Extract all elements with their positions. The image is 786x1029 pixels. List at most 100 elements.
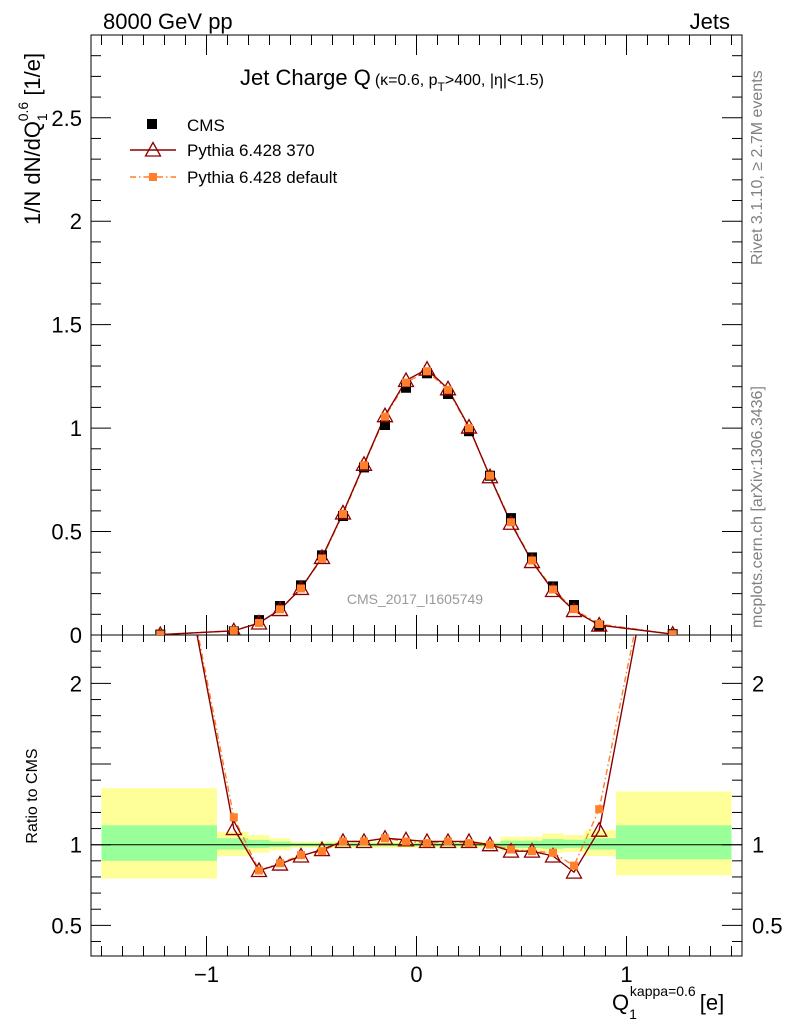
- ratio-pdefault-point-3: [276, 859, 284, 868]
- y-ratio-tick-label-right-1: 1: [752, 833, 764, 858]
- pdefault-point-14: [507, 518, 515, 527]
- y-ratio-tick-label-left-0: 0.5: [51, 913, 82, 938]
- title-sub: (κ=0.6, p: [375, 72, 438, 89]
- mcplots-url-text: mcplots.cern.ch [arXiv:1306.3436]: [749, 386, 766, 628]
- legend-marker-pdefault: [149, 173, 157, 181]
- ratio-uncertainty-bands: [101, 788, 732, 879]
- y-ratio-tick-label-left-2: 2: [70, 671, 82, 696]
- legend: CMS Pythia 6.428 370 Pythia 6.428 defaul…: [130, 116, 338, 187]
- pdefault-point-4: [297, 584, 305, 593]
- pdefault-point-15: [528, 556, 536, 565]
- x-label-sup: kappa=0.6: [630, 983, 696, 999]
- band-inner-9: [616, 825, 732, 860]
- y-main-tick-label-1: 0.5: [51, 520, 82, 545]
- legend-label-p370: Pythia 6.428 370: [187, 141, 315, 160]
- ratio-pdefault-point-17: [570, 861, 578, 870]
- ratio-pdefault-point-13: [486, 840, 494, 849]
- ratio-pdefault-point-12: [465, 839, 473, 848]
- title-sub-rest: >400, |η|<1.5): [445, 72, 544, 89]
- x-tick-label-1: 0: [410, 962, 422, 987]
- ratio-p370-point-18: [590, 821, 608, 837]
- ratio-p370-point-0: [153, 434, 168, 448]
- ratio-p370-point-19: [665, 434, 680, 448]
- cms-point-17: [569, 600, 579, 610]
- rivet-version-text: Rivet 3.1.10, ≥ 2.7M events: [749, 70, 766, 265]
- cms-point-9: [401, 382, 411, 393]
- pdefault-point-11: [444, 385, 452, 394]
- pdefault-point-18: [595, 620, 604, 629]
- ratio-pdefault-point-14: [507, 845, 515, 854]
- y-label-sub: 1: [34, 113, 50, 121]
- x-label-unit: [e]: [700, 990, 724, 1015]
- title-sub-t: T: [438, 80, 446, 94]
- y-axis-label-main: 1/N dN/dQ10.6 [1/e]: [15, 53, 50, 225]
- header-right: Jets: [690, 9, 730, 34]
- axis-tick-labels: −1 0 1 0 0.5 1 1.5 2 2.5 0.5 0.5 1 1 2 2: [51, 106, 782, 987]
- ratio-pdefault-point-4: [297, 851, 305, 860]
- ratio-pdefault-point-9: [402, 837, 410, 846]
- analysis-watermark: CMS_2017_I1605749: [347, 591, 483, 607]
- header-left: 8000 GeV pp: [103, 9, 233, 34]
- pdefault-point-13: [486, 471, 494, 480]
- legend-marker-cms: [147, 119, 157, 129]
- pdefault-point-19: [668, 630, 677, 635]
- ratio-pdefault-point-7: [360, 837, 368, 846]
- cms-point-11: [443, 388, 453, 399]
- ratio-pdefault-point-2: [255, 866, 263, 875]
- ratio-pdefault-point-10: [423, 839, 431, 848]
- y-label-base: 1/N dN/dQ: [20, 121, 45, 225]
- cms-point-14: [506, 513, 516, 524]
- band-inner-8: [584, 838, 616, 850]
- legend-label-cms: CMS: [187, 116, 225, 135]
- band-inner-0: [101, 825, 217, 861]
- pdefault-point-16: [549, 585, 557, 594]
- pdefault-point-10: [423, 367, 431, 376]
- ratio-pdefault-point-8: [381, 834, 389, 843]
- ratio-pdefault-point-15: [528, 847, 536, 856]
- pdefault-point-12: [465, 424, 473, 433]
- ratio-series-layer: [153, 434, 680, 879]
- x-tick-label-0: −1: [194, 962, 219, 987]
- y-main-tick-label-3: 1.5: [51, 313, 82, 338]
- x-axis-label: Q1 kappa=0.6 [e]: [612, 983, 724, 1022]
- legend-label-pdefault: Pythia 6.428 default: [187, 168, 338, 187]
- pdefault-point-0: [156, 630, 165, 635]
- ratio-pdefault-point-1: [229, 813, 238, 822]
- title-main: Jet Charge Q: [240, 65, 371, 90]
- ratio-pdefault-point-5: [318, 847, 326, 856]
- y-axis-label-ratio: Ratio to CMS: [24, 748, 41, 843]
- band-inner-7: [563, 839, 585, 848]
- pdefault-point-9: [402, 378, 410, 387]
- y-main-tick-label-2: 1: [70, 416, 82, 441]
- ratio-pdefault-point-0: [156, 437, 164, 445]
- y-label-sup: 0.6: [15, 102, 31, 122]
- y-main-tick-label-4: 2: [70, 209, 82, 234]
- y-ratio-tick-label-right-0: 0.5: [752, 913, 783, 938]
- ratio-pdefault-point-19: [669, 437, 677, 445]
- band-inner-6: [542, 839, 564, 849]
- ratio-pdefault-point-11: [444, 837, 452, 846]
- axis-ticks: [91, 34, 742, 956]
- pdefault-point-2: [255, 619, 263, 627]
- plot-title: Jet Charge Q (κ=0.6, pT>400, |η|<1.5): [240, 65, 544, 94]
- x-tick-label-2: 1: [620, 962, 632, 987]
- legend-marker-p370: [144, 141, 162, 157]
- pdefault-point-8: [381, 412, 389, 421]
- pdefault-point-5: [318, 554, 326, 563]
- band-inner-2: [248, 839, 270, 848]
- x-label-base: Q: [612, 990, 629, 1015]
- ratio-p370-point-1: [225, 819, 243, 836]
- pdefault-point-3: [276, 605, 284, 614]
- pdefault-point-17: [570, 605, 578, 614]
- pdefault-point-1: [229, 626, 238, 635]
- main-series-layer: [155, 360, 679, 635]
- ratio-pdefault-point-16: [549, 848, 557, 857]
- y-ratio-tick-label-right-2: 2: [752, 671, 764, 696]
- ratio-pdefault-point-6: [339, 837, 347, 846]
- ratio-pdefault-point-18: [595, 805, 604, 814]
- x-label-sub: 1: [629, 1006, 637, 1022]
- y-main-tick-label-5: 2.5: [51, 106, 82, 131]
- cms-point-8: [380, 420, 390, 430]
- ratio-p370-point-17: [565, 863, 583, 879]
